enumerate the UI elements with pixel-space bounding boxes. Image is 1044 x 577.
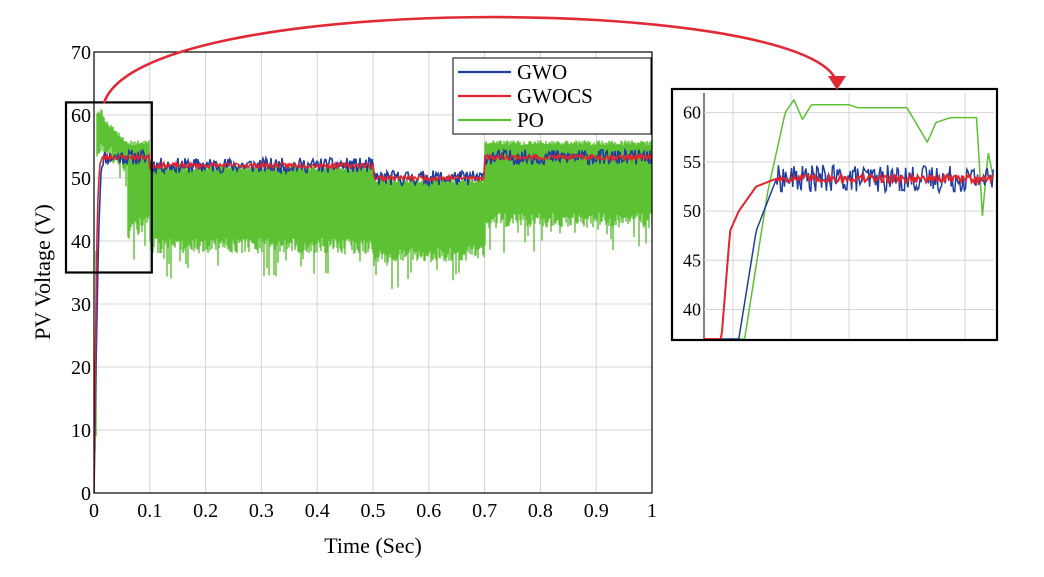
- inset-y-tick-label: 50: [683, 201, 701, 221]
- zoom-arrow-head: [828, 76, 846, 90]
- x-tick-label: 0.2: [193, 500, 218, 522]
- y-tick-label: 10: [71, 420, 91, 442]
- y-tick-label: 70: [71, 42, 91, 64]
- x-tick-label: 1: [647, 500, 657, 522]
- zoom-region-box: [64, 101, 153, 274]
- legend-label-gwocs: GWOCS: [517, 84, 593, 108]
- series-po-line: [94, 109, 652, 479]
- legend-label-po: PO: [517, 108, 544, 132]
- y-tick-label: 20: [71, 357, 91, 379]
- inset-series-gwocs-line: [704, 171, 994, 339]
- x-tick-label: 0.8: [528, 500, 553, 522]
- main-x-ticks: 0 0.1 0.2 0.3 0.4 0.5 0.6 0.7 0.8 0.9 1: [89, 500, 657, 522]
- y-tick-label: 60: [71, 105, 91, 127]
- x-tick-label: 0: [89, 500, 99, 522]
- x-tick-label: 0.6: [416, 500, 441, 522]
- inset-plot-area: [704, 98, 994, 339]
- inset-series-po-line: [704, 98, 994, 339]
- x-tick-label: 0.3: [249, 500, 274, 522]
- x-tick-label: 0.7: [472, 500, 497, 522]
- y-tick-label: 30: [71, 294, 91, 316]
- inset-grid: [703, 93, 994, 339]
- inset-frame: [670, 87, 999, 342]
- y-axis-label: PV Voltage (V): [30, 204, 55, 340]
- legend-label-gwo: GWO: [517, 60, 567, 84]
- inset-y-tick-label: 55: [683, 152, 701, 172]
- legend: GWO GWOCS PO: [452, 57, 652, 135]
- y-tick-label: 50: [71, 168, 91, 190]
- y-tick-label: 0: [81, 483, 91, 505]
- main-plot-area: [94, 109, 652, 493]
- series-gwocs-line: [94, 152, 652, 493]
- legend-box: [452, 57, 652, 135]
- main-y-ticks: 0 10 20 30 40 50 60 70: [71, 42, 91, 505]
- inset-y-tick-label: 40: [683, 299, 701, 319]
- inset-y-tick-label: 60: [683, 103, 701, 123]
- x-tick-label: 0.1: [137, 500, 162, 522]
- y-tick-label: 40: [71, 231, 91, 253]
- x-tick-label: 0.9: [584, 500, 609, 522]
- inset-y-ticks: 40 45 50 55 60: [683, 103, 701, 320]
- x-axis-label: Time (Sec): [324, 533, 422, 558]
- inset-y-tick-label: 45: [683, 250, 701, 270]
- x-tick-label: 0.4: [305, 500, 330, 522]
- zoom-arrow: [102, 15, 838, 104]
- x-tick-label: 0.5: [361, 500, 386, 522]
